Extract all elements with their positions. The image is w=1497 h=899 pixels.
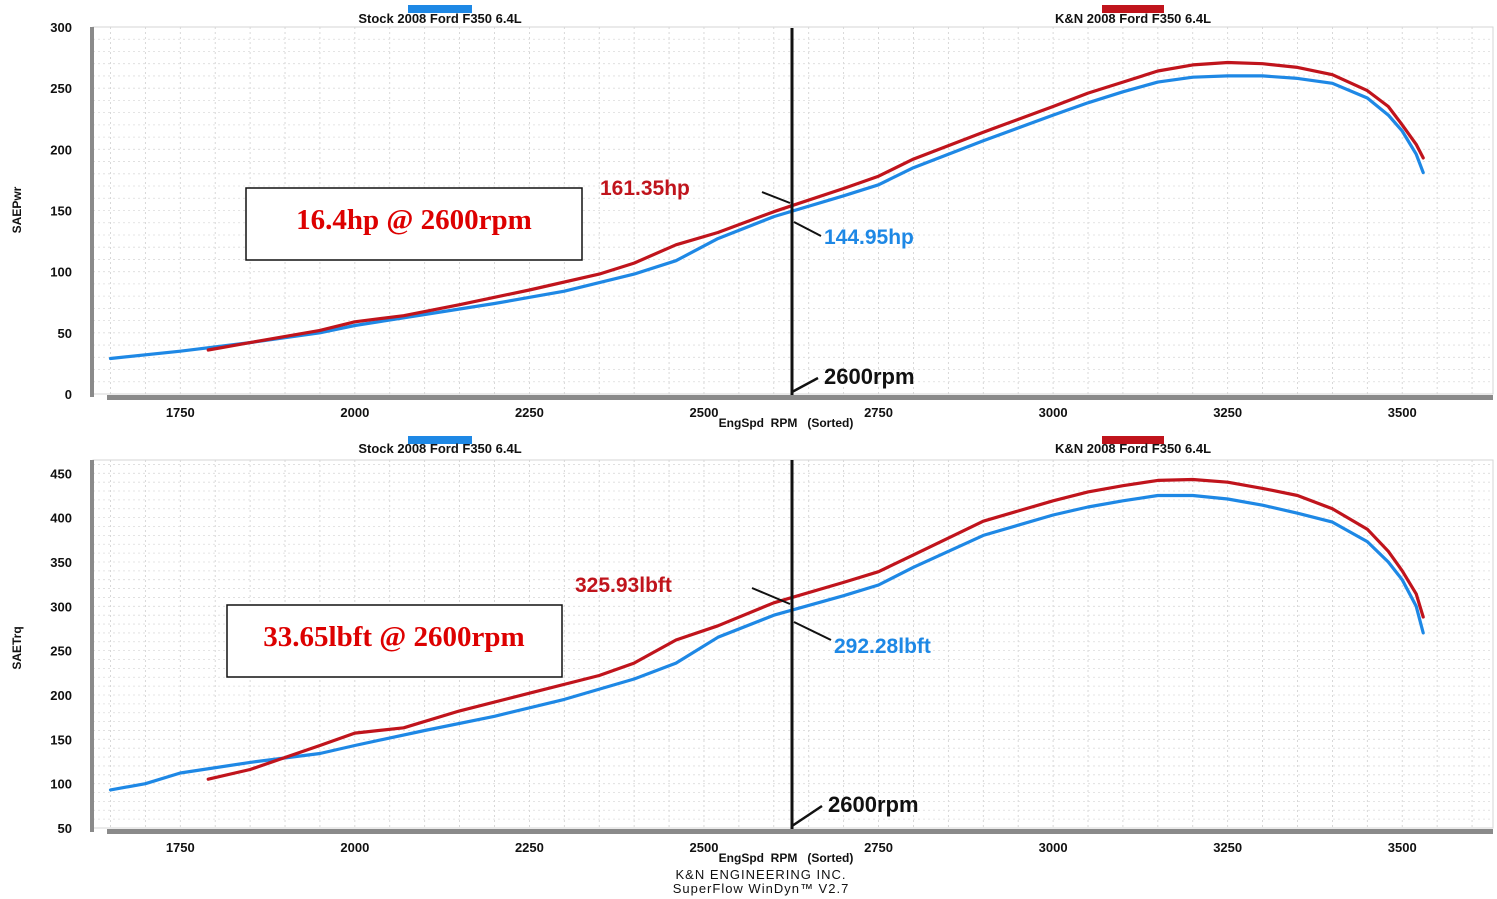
power-y-axis-label: SAEPwr [10,186,24,233]
torque-x-tick-label: 2250 [515,840,544,855]
torque-series [108,477,1425,792]
power-kn-leader [761,191,791,204]
power-x-tick-label: 3500 [1388,405,1417,420]
torque-y-tick-label: 400 [50,511,72,526]
power-stock-leader [793,221,822,237]
torque-y-tick-label: 300 [50,599,72,614]
torque-gain-box [226,604,563,678]
power-y-tick-label: 50 [58,326,72,341]
power-line-kn [206,60,1425,352]
torque-x-tick-label: 2750 [864,840,893,855]
footer-software: SuperFlow WinDyn™ V2.7 [673,881,850,896]
torque-y-tick-label: 350 [50,555,72,570]
torque-x-tick-label: 3500 [1388,840,1417,855]
power-x-tick-label: 2500 [690,405,719,420]
torque-x-tick-label: 2000 [340,840,369,855]
power-chart: 0 50 100 150 200 250 300 1750 2000 2250 2500 2750 3… [10,5,1494,430]
torque-stock-value: 292.28lbft [834,635,931,658]
torque-y-tick-label: 50 [58,821,72,836]
power-kn-value: 161.35hp [600,177,690,200]
power-legend-kn-label: K&N 2008 Ford F350 6.4L [1055,11,1211,26]
power-axes [90,27,1493,400]
torque-y-tick-label: 200 [50,688,72,703]
power-x-axis-bar [107,395,1493,400]
power-y-tick-label: 0 [65,387,72,402]
torque-y-tick-label: 450 [50,466,72,481]
power-rpm-marker-label: 2600rpm [824,364,915,389]
power-y-tick-label: 100 [50,265,72,280]
torque-legend-kn-label: K&N 2008 Ford F350 6.4L [1055,441,1211,456]
power-x-tick-label: 3250 [1213,405,1242,420]
power-x-ticks: 1750 2000 2250 2500 2750 3000 3250 3500 [166,405,1417,420]
power-legend-stock-swatch [408,5,472,13]
power-line-stock [108,74,1425,361]
power-y-ticks: 0 50 100 150 200 250 300 [50,20,72,402]
torque-chart: 50 100 150 200 250 300 350 400 450 1750 2000 2250 2… [10,436,1494,865]
torque-rpm-marker-leader [791,804,823,828]
power-series [108,60,1425,361]
torque-x-ticks: 1750 2000 2250 2500 2750 3000 3250 3500 [166,840,1417,855]
torque-y-axis-bar [90,460,94,832]
torque-kn-value: 325.93lbft [575,574,672,597]
torque-axes [90,460,1493,834]
power-stock-value: 144.95hp [824,226,914,249]
torque-legend-kn-swatch [1102,436,1164,444]
torque-x-axis-label: EngSpd RPM (Sorted) [719,851,854,865]
torque-rpm-marker-label: 2600rpm [828,792,919,817]
torque-legend-stock-label: Stock 2008 Ford F350 6.4L [358,441,521,456]
torque-x-tick-label: 3000 [1039,840,1068,855]
torque-y-tick-label: 150 [50,732,72,747]
power-rpm-marker-leader [791,376,819,394]
power-y-tick-label: 150 [50,204,72,219]
footer-company: K&N ENGINEERING INC. [676,867,847,882]
power-legend-kn-swatch [1102,5,1164,13]
torque-x-tick-label: 1750 [166,840,195,855]
power-x-axis-label: EngSpd RPM (Sorted) [719,416,854,430]
torque-y-tick-label: 100 [50,777,72,792]
torque-legend-stock-swatch [408,436,472,444]
torque-x-tick-label: 2500 [690,840,719,855]
torque-y-ticks: 50 100 150 200 250 300 350 400 450 [50,466,72,836]
torque-y-tick-label: 250 [50,644,72,659]
torque-x-tick-label: 3250 [1213,840,1242,855]
power-gain-box [245,187,583,261]
power-y-tick-label: 300 [50,20,72,35]
torque-stock-leader [793,621,832,641]
power-y-tick-label: 250 [50,81,72,96]
power-legend-stock-label: Stock 2008 Ford F350 6.4L [358,11,521,26]
torque-gain-text: 33.65lbft @ 2600rpm [263,621,524,653]
torque-kn-leader [751,587,791,605]
power-gain-text: 16.4hp @ 2600rpm [296,204,532,236]
power-y-tick-label: 200 [50,142,72,157]
power-x-tick-label: 2250 [515,405,544,420]
power-x-tick-label: 2750 [864,405,893,420]
torque-x-axis-bar [107,829,1493,834]
power-y-axis-bar [90,27,94,397]
power-x-tick-label: 3000 [1039,405,1068,420]
torque-legend: Stock 2008 Ford F350 6.4L K&N 2008 Ford … [358,436,1211,456]
power-x-tick-label: 2000 [340,405,369,420]
torque-line-kn [206,477,1425,781]
torque-line-stock [108,493,1425,792]
torque-y-axis-label: SAETrq [10,626,24,669]
power-legend: Stock 2008 Ford F350 6.4L K&N 2008 Ford … [358,5,1211,26]
power-x-tick-label: 1750 [166,405,195,420]
